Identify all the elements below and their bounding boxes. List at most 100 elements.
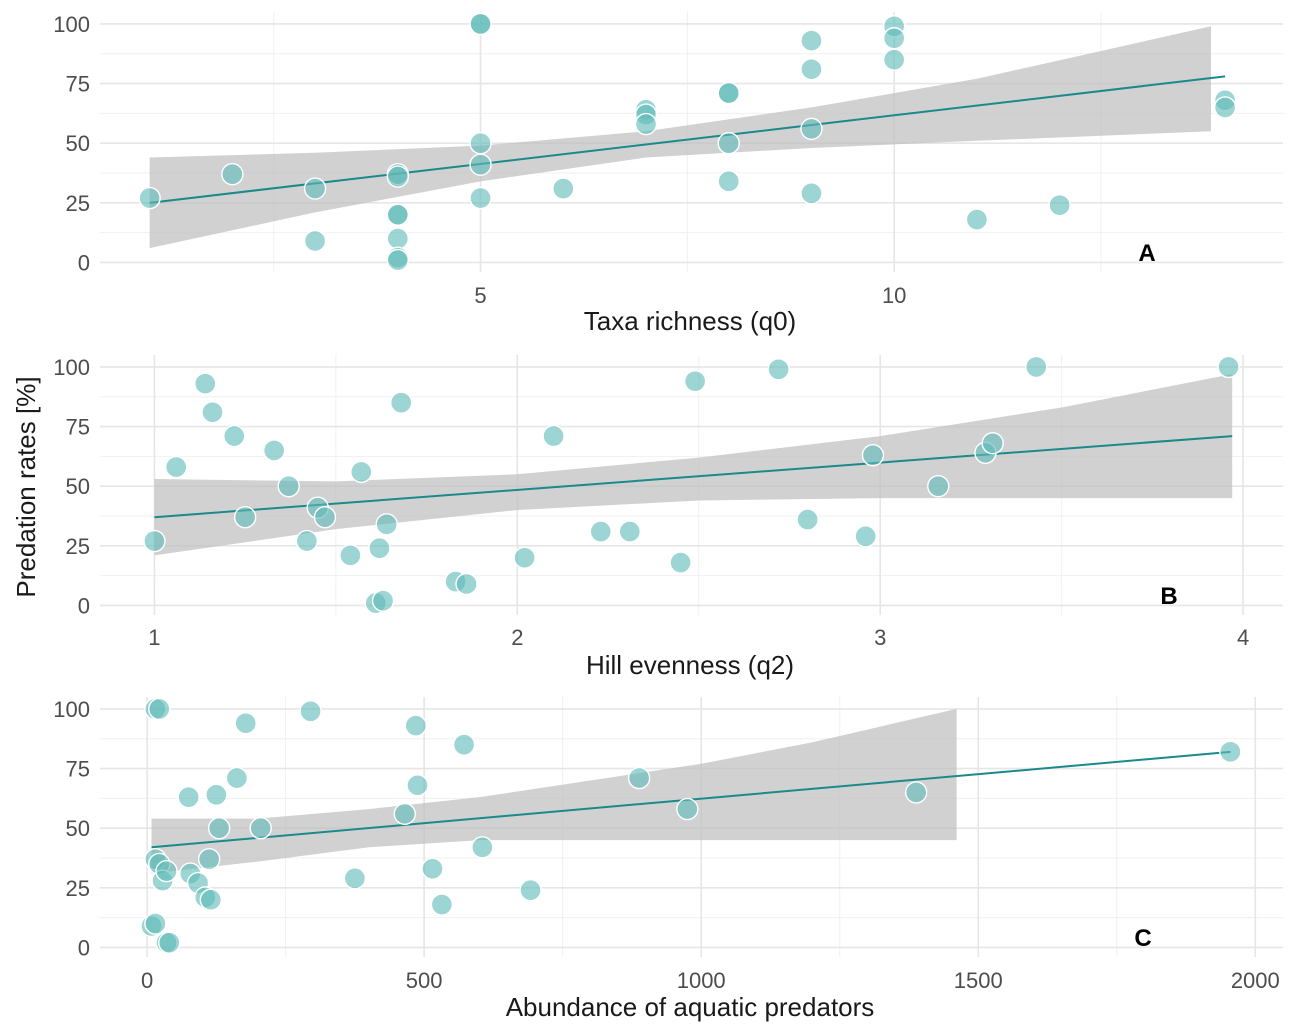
panel-a-x-tick: 10	[882, 283, 906, 308]
panel-b-data-point	[201, 401, 224, 424]
panel-b-x-tick: 2	[511, 625, 523, 650]
panel-b-y-tick: 25	[66, 534, 90, 559]
panel-b-data-point	[1217, 355, 1240, 379]
panel-a-data-point	[469, 186, 492, 210]
panel-a-data-point	[965, 208, 989, 231]
panel-b-data-point	[233, 506, 257, 529]
panel-b-data-point	[313, 506, 337, 529]
panel-b-data-point	[981, 432, 1004, 455]
panel-c-data-point	[343, 867, 367, 890]
panel-b-data-point	[350, 460, 373, 484]
panel-c-x-tick: 2000	[1231, 968, 1280, 993]
panel-c-data-point	[249, 816, 272, 840]
panel-a-data-point	[882, 27, 906, 50]
panel-a-data-point	[469, 153, 492, 176]
panel-c-data-point	[1219, 740, 1242, 764]
panel-c-data-point	[430, 893, 454, 916]
panel-a-x-tick: 5	[474, 283, 486, 308]
panel-b-data-point	[165, 455, 188, 479]
panel-c-data-point	[904, 781, 928, 804]
panel-b-y-ticks: 0 25 50 75 100	[53, 355, 90, 619]
panel-c-data-point	[155, 859, 178, 883]
panel-c-y-ticks: 0 25 50 75 100	[53, 697, 90, 961]
panel-b-data-point	[375, 513, 398, 536]
panel-c-x-tick: 0	[141, 968, 153, 993]
panel-a-data-point	[800, 117, 823, 141]
panel-c-x-tick: 500	[406, 968, 443, 993]
panel-b-data-point	[262, 439, 286, 462]
panel-b-data-point	[277, 474, 300, 498]
panel-a: 5 10 0 25 50 75 100 Taxa richness (q0) A	[53, 12, 1283, 336]
panel-c-grid	[100, 697, 1283, 957]
panel-a-data-point	[138, 186, 161, 210]
panel-c-data-point	[393, 802, 416, 826]
panel-b-x-tick: 1	[148, 625, 160, 650]
panel-c-data-point	[406, 774, 429, 797]
panel-c-data-point	[199, 888, 223, 911]
panel-a-y-tick: 0	[78, 250, 90, 275]
panel-a-x-axis-title: Taxa richness (q0)	[584, 306, 796, 336]
panel-c-y-tick: 75	[66, 757, 90, 782]
panel-c-x-ticks: 0 500 1000 1500 2000	[141, 968, 1280, 993]
panel-c-data-point	[421, 857, 444, 880]
panel-c-tag: C	[1134, 925, 1151, 952]
panel-b-tag: B	[1160, 583, 1177, 610]
panel-b-data-point	[861, 443, 885, 467]
panel-b-data-point	[371, 589, 395, 612]
panel-a-data-point	[717, 131, 740, 155]
panel-c-y-tick: 100	[53, 697, 90, 722]
panel-b-data-point	[223, 424, 246, 448]
panel-b-data-point	[194, 372, 217, 395]
y-axis-title: Predation rates [%]	[11, 376, 41, 597]
panel-a-data-point	[882, 48, 906, 71]
panel-c-data-point	[144, 912, 167, 935]
panel-b-data-point	[542, 424, 565, 448]
panel-a-data-point	[469, 12, 492, 36]
panel-c-data-point	[676, 797, 699, 821]
panel-b-data-point	[618, 520, 642, 543]
panel-b-data-point	[854, 525, 877, 548]
panel-a-confidence-band	[149, 26, 1212, 249]
panel-a-data-point	[469, 131, 492, 155]
panel-b-y-tick: 50	[66, 474, 90, 499]
panel-c-data-point	[177, 785, 200, 809]
panel-b-data-point	[927, 474, 950, 498]
panel-b-y-tick: 75	[66, 415, 90, 440]
panel-c-points	[140, 697, 1242, 954]
panel-c-x-tick: 1000	[677, 968, 726, 993]
panel-b-points	[143, 355, 1240, 615]
panel-c-data-point	[197, 848, 221, 871]
panel-a-y-tick: 50	[66, 131, 90, 156]
panel-c-data-point	[158, 931, 181, 954]
panel-a-data-point	[800, 58, 823, 81]
panel-b-data-point	[669, 551, 692, 574]
panel-b-y-tick: 0	[78, 593, 90, 618]
panel-c: 0 500 1000 1500 2000 0 25 50 75 100 Abun…	[53, 697, 1283, 1022]
panel-a-data-point	[303, 229, 327, 253]
panel-a-data-point	[717, 170, 740, 193]
panel-b-data-point	[767, 358, 790, 381]
panel-a-data-point	[386, 248, 410, 272]
panel-b-y-tick: 100	[53, 355, 90, 380]
panel-a-data-point	[1048, 194, 1071, 217]
panel-a-data-point	[1213, 96, 1237, 119]
panel-b-x-tick: 4	[1237, 625, 1249, 650]
panel-c-x-tick: 1500	[954, 968, 1003, 993]
panel-a-data-point	[386, 165, 410, 188]
panel-a-data-point	[386, 203, 410, 226]
panel-a-data-point	[634, 112, 658, 136]
panel-c-y-tick: 50	[66, 816, 90, 841]
panel-c-data-point	[225, 766, 249, 790]
panel-b-x-axis-title: Hill evenness (q2)	[586, 650, 794, 680]
panel-c-data-point	[627, 766, 651, 790]
panel-c-data-point	[452, 733, 476, 756]
panel-a-points	[138, 12, 1237, 272]
panel-a-data-point	[386, 227, 410, 250]
panel-b-data-point	[796, 508, 819, 531]
panel-a-y-tick: 75	[66, 72, 90, 97]
panel-c-data-point	[404, 714, 428, 737]
panel-c-data-point	[299, 700, 322, 723]
panel-b: 1 2 3 4 0 25 50 75 100 Hill evenness (q2…	[11, 355, 1283, 680]
panel-c-data-point	[519, 879, 542, 902]
panel-c-y-tick: 25	[66, 876, 90, 901]
